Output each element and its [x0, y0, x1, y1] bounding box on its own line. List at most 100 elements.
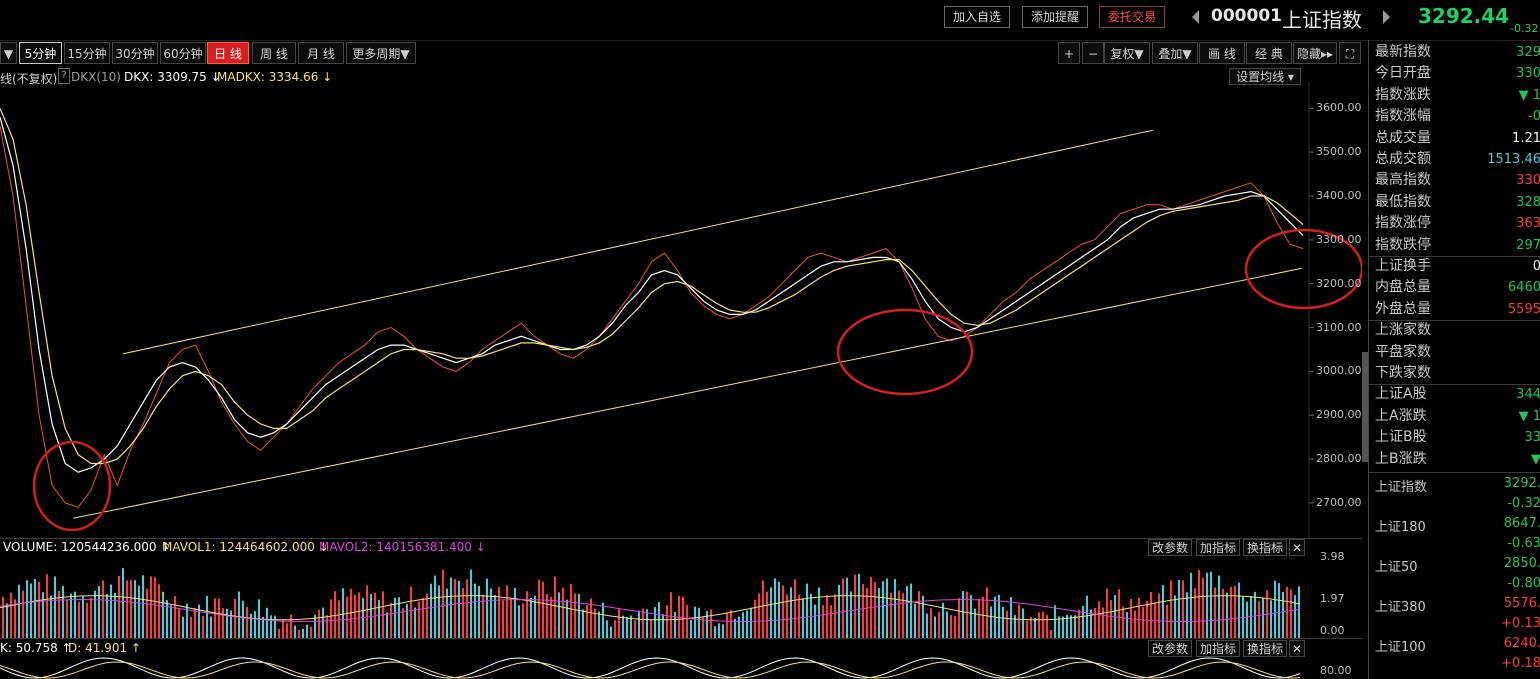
index-name[interactable]: 上证指数 — [1375, 480, 1428, 495]
add-alert-button[interactable]: 添加提醒 — [1022, 6, 1089, 28]
prev-symbol-icon[interactable] — [1192, 10, 1199, 24]
volume-value: VOLUME: 120544236.000 ↑ — [3, 540, 171, 554]
ma-settings-dropdown[interactable]: 设置均线 ▾ — [1229, 68, 1301, 85]
help-icon[interactable]: ? — [58, 68, 70, 84]
volume-bar — [1058, 616, 1060, 638]
volume-bar — [882, 581, 884, 638]
volume-bar — [742, 612, 744, 638]
volume-bar — [738, 616, 740, 638]
volume-bar — [1086, 595, 1088, 638]
zoom-out-button[interactable]: − — [1082, 42, 1104, 64]
vol-close-icon[interactable]: ✕ — [1289, 539, 1305, 556]
vol-add-indicator-button[interactable]: 加指标 — [1196, 539, 1240, 556]
period-menu-button[interactable]: ▼ — [0, 42, 17, 64]
tab-15min[interactable]: 15分钟 — [64, 42, 110, 64]
trade-button[interactable]: 委托交易 — [1099, 6, 1166, 28]
classic-button[interactable]: 经 典 — [1246, 42, 1292, 64]
symbol-name: 上证指数 — [1282, 8, 1362, 32]
volume-bar — [1014, 615, 1016, 638]
tab-daily[interactable]: 日 线 — [207, 42, 249, 64]
volume-bar — [1158, 593, 1160, 638]
volume-bar — [702, 617, 704, 638]
volume-bar — [578, 593, 580, 638]
fullscreen-icon[interactable]: ⛶ — [1339, 42, 1361, 64]
volume-bar — [706, 610, 708, 638]
volume-bar — [1082, 606, 1084, 638]
adjust-rights-dropdown[interactable]: 复权▼ — [1104, 42, 1150, 64]
volume-bar — [430, 583, 432, 638]
volume-bar — [194, 608, 196, 638]
volume-bar — [1254, 591, 1256, 638]
draw-line-button[interactable]: 画 线 — [1199, 42, 1245, 64]
stat-row: 总成交额 1513.46 — [1375, 149, 1540, 170]
volume-bar — [926, 613, 928, 638]
vol-switch-indicator-button[interactable]: 换指标 — [1243, 539, 1287, 556]
tab-30min[interactable]: 30分钟 — [112, 42, 158, 64]
volume-bar — [634, 620, 636, 638]
stat-label: 上A涨跌 — [1375, 407, 1427, 424]
volume-bar — [918, 591, 920, 638]
stat-row: 指数涨停 363 — [1375, 213, 1540, 234]
index-name[interactable]: 上证180 — [1375, 520, 1426, 535]
next-symbol-icon[interactable] — [1383, 10, 1390, 24]
volume-bar — [894, 579, 896, 638]
volume-bar — [566, 599, 568, 638]
volume-bar — [762, 580, 764, 638]
stat-row: 指数跌停 297 — [1375, 235, 1540, 256]
volume-bar — [234, 598, 236, 638]
volume-bar — [398, 597, 400, 638]
volume-bar — [910, 583, 912, 638]
volume-bar — [418, 601, 420, 638]
add-watchlist-button[interactable]: 加入自选 — [944, 6, 1011, 28]
volume-bar — [958, 598, 960, 638]
price-tick-label: 2700.00 — [1316, 495, 1362, 509]
tab-60min[interactable]: 60分钟 — [160, 42, 206, 64]
overlay-dropdown[interactable]: 叠加▼ — [1152, 42, 1198, 64]
stat-row: 今日开盘 330 — [1375, 63, 1540, 84]
volume-bar — [1034, 617, 1036, 638]
volume-bar — [1026, 620, 1028, 638]
kd-switch-indicator-button[interactable]: 换指标 — [1243, 640, 1287, 657]
volume-bar — [178, 608, 180, 638]
volume-bar — [290, 614, 292, 638]
hide-button[interactable]: 隐藏▸▸ — [1293, 42, 1337, 64]
panel-separator — [1369, 384, 1540, 386]
index-name[interactable]: 上证50 — [1375, 560, 1418, 575]
volume-bar — [6, 603, 8, 638]
volume-bar — [866, 587, 868, 638]
panel-scrollbar[interactable] — [1362, 352, 1368, 462]
more-periods-dropdown[interactable]: 更多周期▼ — [346, 42, 416, 64]
volume-bar — [138, 585, 140, 638]
stat-label: 上B涨跌 — [1375, 450, 1427, 467]
volume-bar — [778, 581, 780, 638]
volume-bar — [1182, 580, 1184, 638]
price-chart[interactable] — [0, 82, 1362, 538]
volume-bar — [50, 595, 52, 638]
index-name[interactable]: 上证380 — [1375, 600, 1426, 615]
volume-bar — [898, 590, 900, 638]
vol-change-params-button[interactable]: 改参数 — [1148, 539, 1192, 556]
volume-bar — [298, 629, 300, 638]
volume-bar — [174, 596, 176, 638]
volume-bar — [226, 608, 228, 638]
volume-bar — [158, 584, 160, 638]
volume-bar — [122, 568, 124, 638]
tab-monthly[interactable]: 月 线 — [298, 42, 344, 64]
volume-bar — [306, 624, 308, 638]
volume-bar — [906, 586, 908, 638]
kd-close-icon[interactable]: ✕ — [1289, 640, 1305, 657]
stat-row: 下跌家数 — [1375, 363, 1540, 384]
volume-bar — [70, 593, 72, 638]
kd-change-params-button[interactable]: 改参数 — [1148, 640, 1192, 657]
tab-5min[interactable]: 5分钟 — [19, 42, 62, 64]
stat-label: 内盘总量 — [1375, 279, 1431, 296]
volume-bar — [282, 619, 284, 638]
tab-weekly[interactable]: 周 线 — [252, 42, 296, 64]
index-value: 5576. — [1503, 596, 1540, 611]
zoom-in-button[interactable]: + — [1058, 42, 1080, 64]
volume-bar — [1230, 586, 1232, 638]
kd-add-indicator-button[interactable]: 加指标 — [1196, 640, 1240, 657]
stat-label: 总成交量 — [1375, 129, 1431, 146]
index-name[interactable]: 上证100 — [1375, 640, 1426, 655]
stat-row: 指数涨跌 ▼ 1 — [1375, 85, 1540, 106]
